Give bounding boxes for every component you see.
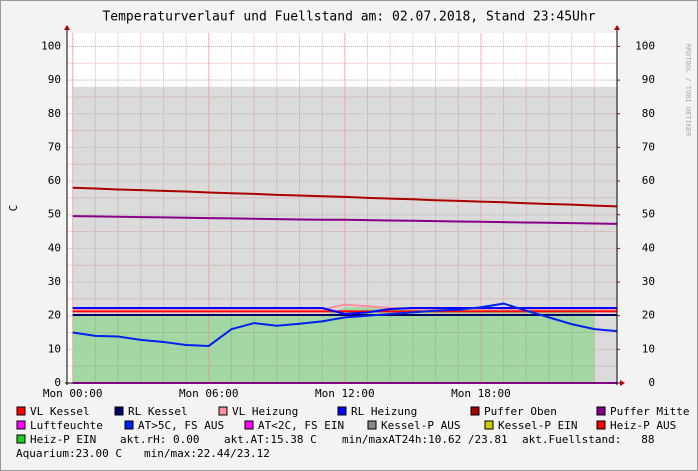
- legend-label: Heiz-P AUS: [610, 419, 676, 432]
- info-text: akt.AT:15.38 C: [224, 433, 317, 446]
- y-axis-label: C: [7, 205, 20, 212]
- legend-swatch: [484, 420, 494, 430]
- area: [72, 307, 595, 383]
- y-tick-label: 40: [48, 241, 61, 254]
- y2-tick-label: 40: [642, 241, 655, 254]
- y2-tick-label: 70: [642, 140, 655, 153]
- legend-swatch: [367, 420, 377, 430]
- y-tick-label: 80: [48, 107, 61, 120]
- legend-label: Puffer Oben: [484, 405, 557, 418]
- legend-swatch: [16, 420, 26, 430]
- axis-arrow: [64, 25, 70, 30]
- y-tick-label: 70: [48, 140, 61, 153]
- legend-swatch: [124, 420, 134, 430]
- y2-tick-label: 50: [642, 208, 655, 221]
- legend-label: AT>5C, FS AUS: [138, 419, 224, 432]
- axis-arrow: [620, 380, 625, 386]
- info-text: min/max:22.44/23.12: [144, 447, 270, 460]
- y-tick-label: 100: [41, 39, 61, 52]
- line: [72, 303, 617, 311]
- legend-label: RL Heizung: [351, 405, 417, 418]
- legend-swatch: [596, 406, 606, 416]
- legend-label: VL Heizung: [232, 405, 298, 418]
- y-tick-label: 50: [48, 208, 61, 221]
- y-tick-label: 90: [48, 73, 61, 86]
- y2-tick-label: 20: [642, 309, 655, 322]
- line: [72, 302, 618, 347]
- x-tick-label: Mon 06:00: [179, 387, 239, 400]
- legend-label: RL Kessel: [128, 405, 188, 418]
- y-tick-label: 60: [48, 174, 61, 187]
- legend-label: VL Kessel: [30, 405, 90, 418]
- y2-tick-label: 90: [642, 73, 655, 86]
- line: [72, 306, 617, 316]
- x-tick-label: Mon 00:00: [43, 387, 103, 400]
- x-tick-label: Mon 18:00: [451, 387, 511, 400]
- legend-label: Kessel-P EIN: [498, 419, 577, 432]
- legend-label: AT<2C, FS EIN: [258, 419, 344, 432]
- legend-label: Heiz-P EIN: [30, 433, 96, 446]
- legend-swatch: [114, 406, 124, 416]
- legend-swatch: [218, 406, 228, 416]
- y2-tick-label: 60: [642, 174, 655, 187]
- chart-title: Temperaturverlauf und Fuellstand am: 02.…: [102, 10, 595, 25]
- y2-tick-label: 100: [635, 39, 655, 52]
- y-tick-label: 0: [54, 376, 61, 389]
- watermark: RRDTOOL / TOBI OETIKER: [684, 44, 692, 138]
- line: [72, 215, 618, 225]
- line: [72, 186, 618, 208]
- plot-area: [67, 33, 617, 383]
- legend-swatch: [470, 406, 480, 416]
- legend-label: Kessel-P AUS: [381, 419, 460, 432]
- y2-tick-label: 0: [648, 376, 655, 389]
- legend-swatch: [244, 420, 254, 430]
- legend-swatch: [16, 406, 26, 416]
- info-text: akt.Fuellstand: 88: [522, 433, 654, 446]
- y-tick-label: 20: [48, 309, 61, 322]
- y-tick-label: 10: [48, 342, 61, 355]
- y-tick-label: 30: [48, 275, 61, 288]
- axis-arrow: [614, 25, 620, 30]
- legend-swatch: [16, 434, 26, 444]
- info-text: akt.rH: 0.00: [120, 433, 199, 446]
- legend-label: Puffer Mitte: [610, 405, 689, 418]
- x-tick-label: Mon 12:00: [315, 387, 375, 400]
- legend-swatch: [596, 420, 606, 430]
- info-text: min/maxAT24h:10.62 /23.81: [342, 433, 508, 446]
- legend-label: Luftfeuchte: [30, 419, 103, 432]
- y2-tick-label: 80: [642, 107, 655, 120]
- legend-swatch: [337, 406, 347, 416]
- y2-tick-label: 30: [642, 275, 655, 288]
- info-text: Aquarium:23.00 C: [16, 447, 122, 460]
- y2-tick-label: 10: [642, 342, 655, 355]
